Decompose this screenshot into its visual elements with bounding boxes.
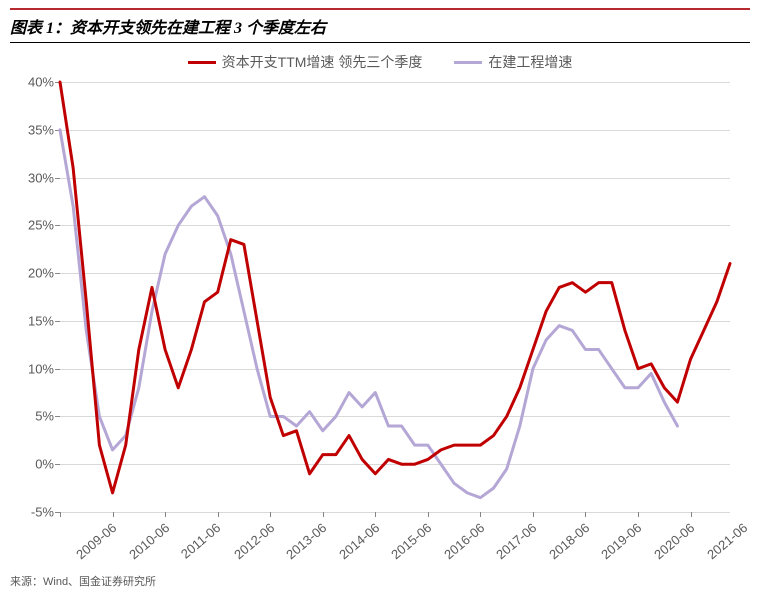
x-tick-label: 2021-06	[704, 520, 750, 562]
x-tick-label: 2017-06	[494, 520, 540, 562]
x-axis: 2009-062010-062011-062012-062013-062014-…	[60, 512, 730, 572]
x-tickmark	[638, 512, 639, 517]
x-tickmark	[428, 512, 429, 517]
x-tick-label: 2014-06	[336, 520, 382, 562]
y-tick-label: 10%	[4, 361, 54, 376]
x-tickmark	[323, 512, 324, 517]
x-tickmark	[218, 512, 219, 517]
figure-container: 图表 1：资本开支领先在建工程 3 个季度左右 资本开支TTM增速 领先三个季度…	[0, 0, 760, 595]
y-tick-label: 15%	[4, 313, 54, 328]
series-line-capex_ttm_growth	[60, 82, 730, 493]
x-tick-label: 2011-06	[178, 520, 223, 562]
legend-label-series1: 资本开支TTM增速 领先三个季度	[222, 52, 423, 72]
chart-title: 图表 1：资本开支领先在建工程 3 个季度左右	[10, 20, 326, 37]
y-tick-label: 40%	[4, 75, 54, 90]
legend: 资本开支TTM增速 领先三个季度 在建工程增速	[0, 52, 760, 72]
y-tick-label: -5%	[4, 505, 54, 520]
x-tick-label: 2012-06	[231, 520, 277, 562]
x-tickmark	[585, 512, 586, 517]
x-tickmark	[691, 512, 692, 517]
chart-svg	[60, 82, 730, 512]
x-tickmark	[270, 512, 271, 517]
y-axis: -5%0%5%10%15%20%25%30%35%40%	[0, 82, 60, 512]
y-tick-label: 30%	[4, 170, 54, 185]
x-tick-label: 2019-06	[599, 520, 645, 562]
x-tickmark	[533, 512, 534, 517]
source-text: 来源：Wind、国金证券研究所	[10, 573, 156, 589]
x-tick-label: 2016-06	[441, 520, 487, 562]
x-tick-label: 2020-06	[651, 520, 697, 562]
y-tick-label: 20%	[4, 266, 54, 281]
x-tick-label: 2009-06	[73, 520, 119, 562]
x-tickmark	[60, 512, 61, 517]
x-tickmark	[165, 512, 166, 517]
y-tick-label: 0%	[4, 457, 54, 472]
legend-swatch-series2	[454, 61, 482, 64]
x-tick-label: 2015-06	[388, 520, 434, 562]
y-tick-label: 5%	[4, 409, 54, 424]
x-tickmark	[375, 512, 376, 517]
y-tick-label: 35%	[4, 122, 54, 137]
x-tick-label: 2010-06	[126, 520, 172, 562]
x-tick-label: 2013-06	[283, 520, 329, 562]
legend-label-series2: 在建工程增速	[488, 52, 572, 72]
x-tick-label: 2018-06	[546, 520, 592, 562]
legend-item-series2: 在建工程增速	[454, 52, 572, 72]
legend-item-series1: 资本开支TTM增速 领先三个季度	[188, 52, 423, 72]
series-line-construction_in_progress_growth	[60, 130, 677, 498]
y-tick-label: 25%	[4, 218, 54, 233]
title-bar: 图表 1：资本开支领先在建工程 3 个季度左右	[10, 8, 750, 43]
plot-area	[60, 82, 730, 512]
x-tickmark	[113, 512, 114, 517]
x-tickmark	[480, 512, 481, 517]
legend-swatch-series1	[188, 61, 216, 64]
